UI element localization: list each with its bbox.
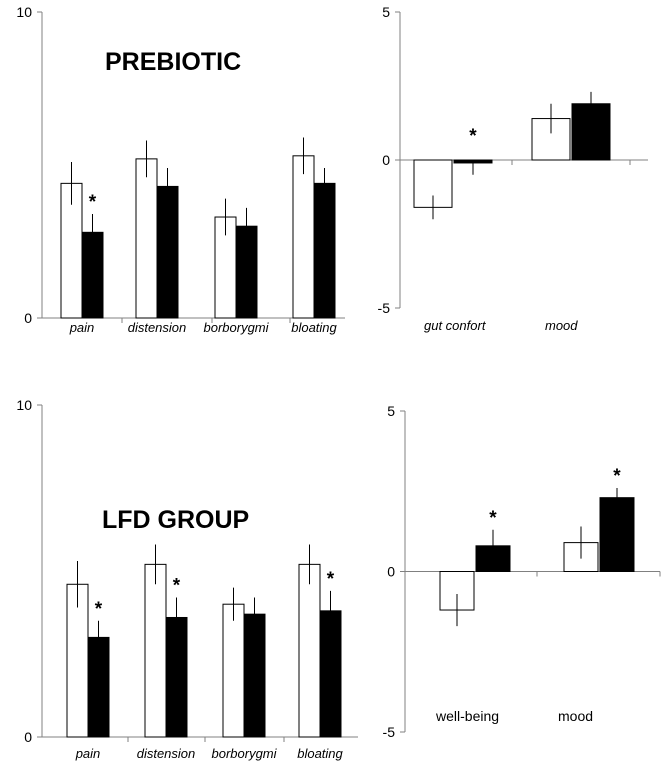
panel-title: LFD GROUP	[102, 506, 249, 534]
x-category-label: pain	[69, 320, 95, 335]
bar-filled	[87, 636, 110, 738]
bar-filled	[165, 616, 188, 738]
bar-filled	[453, 159, 493, 164]
significance-marker: *	[95, 599, 103, 620]
y-tick-label: 0	[24, 729, 32, 745]
bar-filled	[475, 545, 511, 573]
bar-filled	[156, 185, 179, 319]
chart-panel-lfd-group: LFD GROUP 0 10 * pain * distension borborygmi *…	[16, 397, 358, 761]
x-category-label: mood	[558, 708, 593, 724]
y-tick-label: 0	[387, 564, 395, 580]
bar-filled	[319, 610, 342, 738]
x-category-label: distension	[128, 320, 187, 335]
y-tick-label: 10	[16, 397, 32, 413]
significance-marker: *	[173, 576, 181, 597]
bar-filled	[81, 231, 104, 319]
chart-panel-prebiotic: PREBIOTIC 0 10 * pain distension borborygmi bl…	[16, 4, 345, 335]
bar-filled	[313, 182, 336, 319]
significance-marker: *	[89, 192, 97, 213]
x-category-label: borborygmi	[211, 746, 277, 761]
x-category-label: mood	[545, 318, 578, 333]
panel-title: PREBIOTIC	[105, 48, 241, 76]
bar-open	[135, 158, 158, 319]
y-tick-label: 5	[387, 403, 395, 419]
x-category-label: bloating	[291, 320, 337, 335]
significance-marker: *	[613, 466, 621, 487]
x-category-label: distension	[137, 746, 196, 761]
bar-open	[292, 155, 315, 319]
x-category-label: borborygmi	[203, 320, 269, 335]
y-tick-label: 0	[382, 152, 390, 168]
y-tick-label: -5	[383, 724, 396, 740]
bar-filled	[235, 225, 258, 319]
y-tick-label: 0	[24, 310, 32, 326]
y-tick-label: 10	[16, 4, 32, 20]
x-category-label: pain	[75, 746, 101, 761]
y-tick-label: -5	[378, 300, 391, 316]
bar-filled	[571, 103, 611, 161]
x-category-label: well-being	[435, 708, 499, 724]
bar-filled	[243, 613, 266, 738]
chart-panel-gut-comfort-mood: -5 0 5 * gut confort mood	[378, 4, 648, 333]
significance-marker: *	[469, 126, 477, 147]
chart-panel-well-being-mood: -5 0 5 * well-being * mood	[383, 403, 661, 740]
y-tick-label: 5	[382, 4, 390, 20]
significance-marker: *	[489, 508, 497, 529]
x-category-label: bloating	[297, 746, 343, 761]
bar-open	[298, 563, 321, 738]
significance-marker: *	[327, 569, 335, 590]
bar-open	[222, 603, 245, 738]
bar-open	[144, 563, 167, 738]
x-category-label: gut confort	[424, 318, 487, 333]
bar-filled	[599, 497, 635, 573]
